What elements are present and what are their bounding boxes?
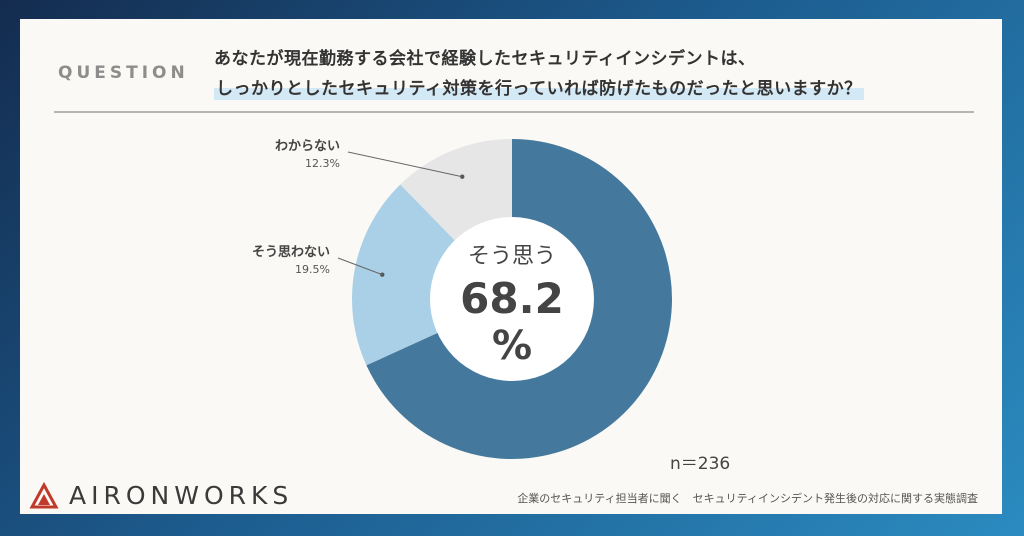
center-unit: % xyxy=(492,323,532,369)
title-line-2: しっかりとしたセキュリティ対策を行っていれば防げたものだったと思いますか？ xyxy=(214,78,864,100)
center-category-label: そう思う xyxy=(468,244,556,269)
leader-line-3 xyxy=(347,151,463,178)
donut-chart: そう思う 68.2% そう思わない 19.5% わからない 12.3% xyxy=(252,139,672,459)
leader-line-2 xyxy=(337,257,383,276)
slice-value-3: 12.3% xyxy=(305,157,340,170)
sample-size-label: n＝236 xyxy=(670,454,731,474)
survey-source: 企業のセキュリティ担当者に聞く セキュリティインシデント発生後の対応に関する実態… xyxy=(517,492,978,505)
title-line-1: あなたが現在勤務する会社で経験したセキュリティインシデントは、 xyxy=(214,49,756,69)
center-value: 68.2 xyxy=(460,274,564,323)
question-label: QUESTION xyxy=(58,63,189,83)
slice-label-2: そう思わない xyxy=(252,245,330,260)
logo-triangle-icon xyxy=(29,481,59,509)
header-divider xyxy=(54,111,974,113)
aironworks-logo: AIRONWORKS xyxy=(29,481,349,511)
slice-value-2: 19.5% xyxy=(295,263,330,276)
infographic-card: QUESTION あなたが現在勤務する会社で経験したセキュリティインシデントは、… xyxy=(20,19,1002,514)
donut-slice-2 xyxy=(352,184,512,366)
donut-center xyxy=(430,217,594,381)
slice-label-3: わからない xyxy=(275,139,340,154)
logo-text: AIRONWORKS xyxy=(69,481,294,510)
